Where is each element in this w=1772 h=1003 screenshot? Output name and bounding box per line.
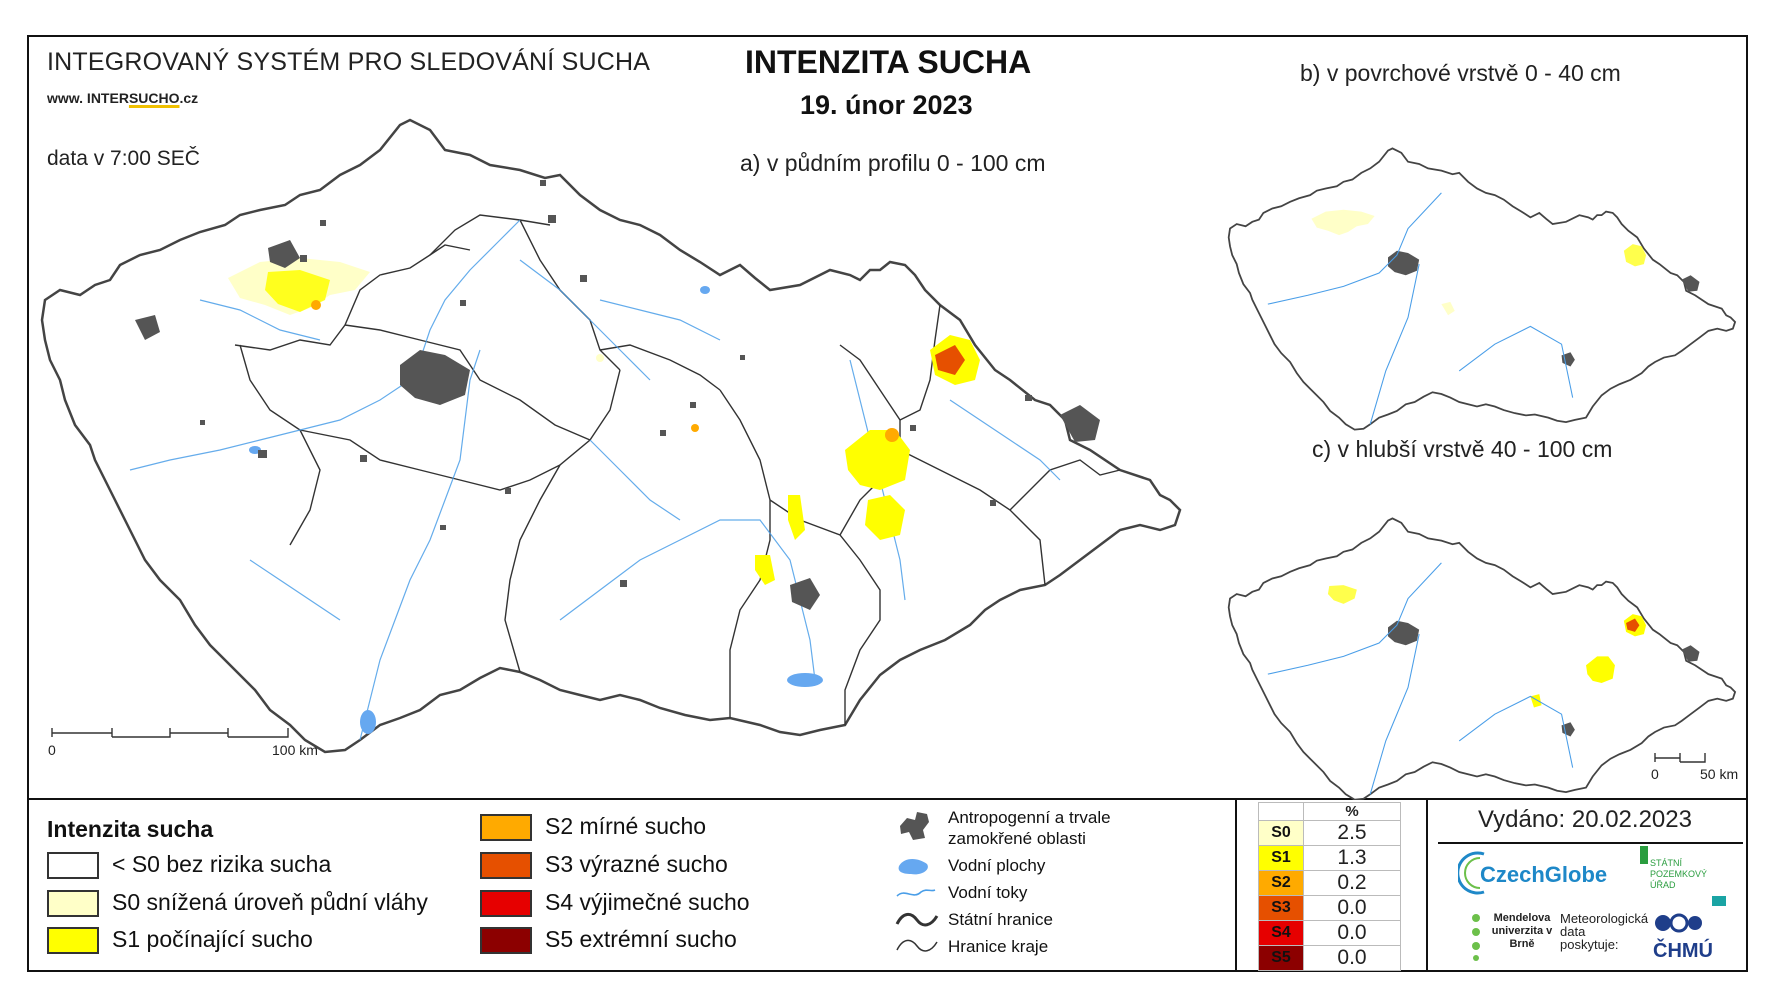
percent-code-s2: S2 [1258, 870, 1304, 896]
percent-value-s4: 0.0 [1303, 920, 1401, 946]
percent-table: % S0 2.5 S1 1.3 S2 0.2 S3 0.0 S4 0.0 S5 … [1258, 802, 1401, 971]
mendelu-logo: Mendelova univerzita v Brně [1491, 912, 1553, 950]
system-title: INTEGROVANÝ SYSTÉM PRO SLEDOVÁNÍ SUCHA [47, 48, 651, 76]
table-row: S3 0.0 [1258, 895, 1401, 921]
czechglobe-logo-icon [1458, 851, 1485, 895]
table-row: S5 0.0 [1258, 945, 1401, 971]
issued-divider [1438, 842, 1743, 844]
symbol-label-river: Vodní toky [948, 883, 1028, 902]
legend-swatch-none [47, 852, 99, 879]
table-row: S2 0.2 [1258, 870, 1401, 896]
mendelu-logo-icon [1472, 914, 1480, 961]
main-scale-start: 0 [48, 742, 56, 758]
chmu-logo-icon [1655, 913, 1702, 933]
legend-label-s1: S1 počínající sucho [112, 926, 313, 952]
symbol-label-region-border: Hranice kraje [948, 937, 1049, 956]
region-border-icon [896, 939, 938, 952]
main-map [40, 118, 1736, 800]
spu-logo: STÁTNÍ POZEMKOVÝ ÚŘAD [1650, 858, 1708, 890]
data-time: data v 7:00 SEČ [47, 147, 200, 170]
small-scale-end: 50 km [1700, 766, 1739, 782]
map-frame [27, 35, 1748, 972]
percent-header-blank [1258, 802, 1304, 821]
legend-swatch-s1 [47, 927, 99, 954]
legend-divider [27, 798, 1748, 800]
website-highlight: SUCHO [128, 90, 180, 106]
main-date: 19. únor 2023 [800, 90, 973, 120]
chmu-logo: ČHMÚ [1653, 940, 1713, 962]
map-c-label: c) v hlubší vrstvě 40 - 100 cm [1312, 436, 1613, 462]
percent-value-s1: 1.3 [1303, 845, 1401, 871]
percent-code-s4: S4 [1258, 920, 1304, 946]
legend-label-s0: S0 snížená úroveň půdní vláhy [112, 889, 428, 915]
legend-label-none: < S0 bez rizika sucha [112, 851, 332, 877]
small-scale-start: 0 [1651, 766, 1659, 782]
river-icon [896, 889, 936, 897]
legend-label-s3: S3 výrazné sucho [545, 851, 728, 877]
legend-title: Intenzita sucha [47, 816, 214, 842]
legend-label-s4: S4 výjimečné sucho [545, 889, 750, 915]
legend-symbols [895, 812, 939, 952]
legend-label-s2: S2 mírné sucho [545, 813, 707, 839]
water-body-icon [898, 859, 928, 875]
percent-code-s1: S1 [1258, 845, 1304, 871]
symbol-label-urban-2: zamokřené oblasti [948, 829, 1086, 848]
symbol-label-state-border: Státní hranice [948, 910, 1053, 929]
legend-swatch-s0 [47, 890, 99, 917]
legend-separator-1 [1235, 800, 1237, 972]
main-scale-bar [51, 728, 289, 738]
spu-logo-mark [1640, 846, 1648, 864]
legend-label-s5: S5 extrémní sucho [545, 926, 737, 952]
table-row: S4 0.0 [1258, 920, 1401, 946]
website-suffix: .cz [179, 90, 199, 106]
percent-value-s3: 0.0 [1303, 895, 1401, 921]
website-prefix: www. INTER [47, 90, 129, 106]
percent-value-s2: 0.2 [1303, 870, 1401, 896]
percent-code-s3: S3 [1258, 895, 1304, 921]
table-row: S0 2.5 [1258, 820, 1401, 846]
percent-code-s5: S5 [1258, 945, 1304, 971]
map-b-label: b) v povrchové vrstvě 0 - 40 cm [1300, 60, 1621, 86]
small-scale-bar [1654, 753, 1706, 763]
issued-date: Vydáno: 20.02.2023 [1478, 806, 1692, 833]
percent-table-header: % [1258, 802, 1401, 821]
table-row: S1 1.3 [1258, 845, 1401, 871]
percent-header: % [1303, 802, 1401, 821]
website-link[interactable]: www. INTERSUCHO.cz [47, 90, 198, 106]
symbol-label-urban: Antropogenní a trvale [948, 808, 1111, 827]
main-scale-end: 100 km [272, 742, 318, 758]
percent-value-s0: 2.5 [1303, 820, 1401, 846]
legend-swatch-s3 [480, 852, 532, 879]
legend-swatch-s4 [480, 890, 532, 917]
spu-logo-accent [1712, 896, 1726, 906]
legend-separator-2 [1426, 800, 1428, 972]
czechglobe-logo: CzechGlobe [1480, 862, 1608, 887]
legend-swatch-s2 [480, 814, 532, 841]
percent-value-s5: 0.0 [1303, 945, 1401, 971]
state-border-icon [895, 913, 939, 927]
urban-area-icon [900, 812, 929, 840]
legend-swatch-s5 [480, 927, 532, 954]
map-a-label: a) v půdním profilu 0 - 100 cm [740, 150, 1046, 176]
meteo-data-note: Meteorologická data poskytuje: [1560, 911, 1649, 952]
map-c [1227, 517, 1736, 800]
map-b [1227, 147, 1736, 431]
percent-code-s0: S0 [1258, 820, 1304, 846]
symbol-label-water: Vodní plochy [948, 856, 1046, 875]
main-title: INTENZITA SUCHA [745, 44, 1032, 80]
